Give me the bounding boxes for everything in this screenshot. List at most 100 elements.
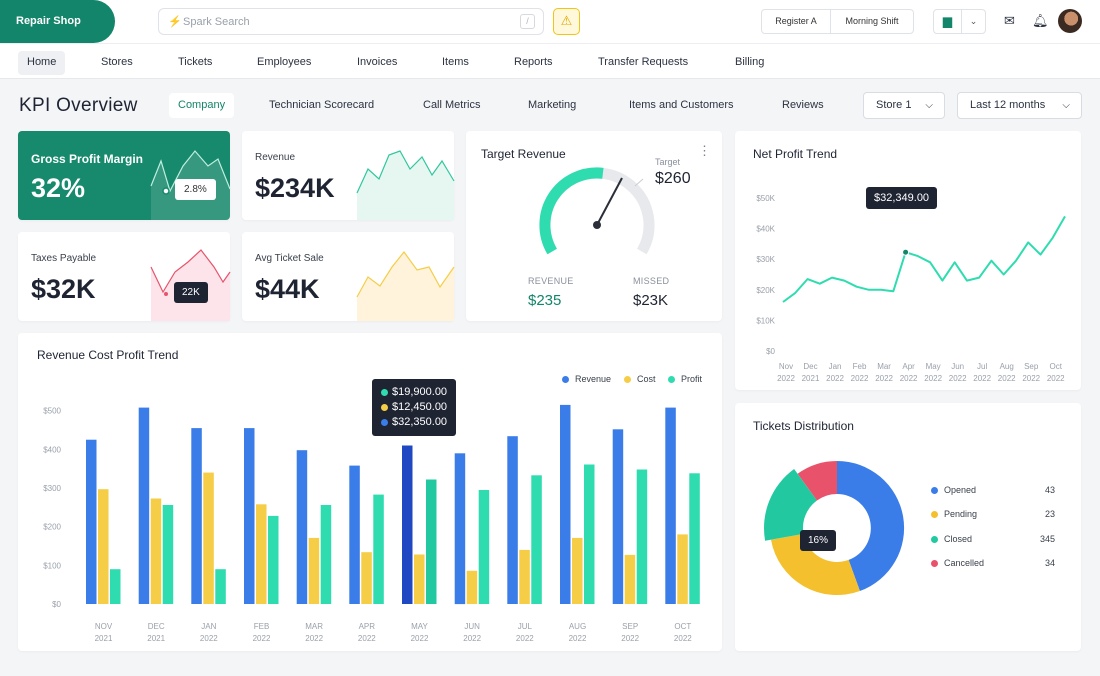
kpi-card-avg-ticket[interactable]: Avg Ticket Sale $44K [242,232,455,321]
legend-dot [668,376,675,384]
kpi-label: Revenue [255,152,296,163]
x-tick-label: May [926,362,941,371]
tab-call-metrics[interactable]: Call Metrics [423,99,481,111]
x-tick-label: Jan [829,362,842,371]
bar-cost [308,537,320,604]
warning-icon[interactable]: ⚠ [553,8,580,35]
x-tick-label: SEP [622,622,638,631]
revenue-cost-profit-chart: $0 $100 $200 $300 $400 $500 NOV 2021 DEC 2021 JAN 2… [43,404,700,643]
nav-items[interactable]: Items [442,56,469,68]
nav-billing[interactable]: Billing [735,56,765,68]
legend-profit[interactable]: Profit [668,374,702,384]
inbox-icon[interactable]: ✉ [1004,13,1015,28]
bar-cost [98,489,109,604]
nav-stores[interactable]: Stores [101,56,133,68]
tooltip-row-profit: $32,350.00 [381,415,447,430]
x-tick-year: 2022 [358,634,376,643]
tab-marketing[interactable]: Marketing [528,99,577,111]
target-label: Target [655,157,681,167]
net-profit-line [782,215,1066,303]
kpi-value: $32K [31,274,96,304]
x-tick-year: 2022 [900,374,918,383]
tooltip-value: $12,450.00 [392,401,448,413]
bar-profit [426,479,437,604]
x-tick-label: Mar [877,362,891,371]
main-nav: Home Stores Tickets Employees Invoices I… [0,43,1100,79]
avatar[interactable] [1058,9,1082,33]
avg-ticket-sparkline [356,251,455,321]
y-tick-label: $300 [43,484,61,493]
revenue-gauge [539,167,655,255]
card-title: Tickets Distribution [753,419,854,433]
x-tick-year: 2022 [851,374,869,383]
legend-closed[interactable]: Closed 345 [931,534,1055,544]
legend-revenue[interactable]: Revenue [562,374,611,384]
revenue-cost-profit-card: Revenue Cost Profit Trend Revenue Cost P… [18,333,722,651]
nav-reports[interactable]: Reports [514,56,553,68]
register-shift-selector[interactable]: Register A Morning Shift [761,9,914,34]
bar-cost [150,498,162,604]
more-icon[interactable]: ⋮ [698,143,711,158]
target-value: $260 [655,170,691,187]
bar-revenue [138,407,150,604]
bar-profit [268,515,279,604]
bar-revenue [507,436,518,604]
x-tick-label: Sep [1024,362,1039,371]
gross-margin-tooltip: 2.8% [175,179,216,200]
legend-pending[interactable]: Pending 23 [931,509,1055,519]
pie-tooltip: 16% [800,530,837,551]
y-tick-label: $0 [766,347,775,356]
x-tick-label: Jul [977,362,987,371]
store-filter[interactable]: Store 1 ⌵ [863,92,945,119]
tab-reviews[interactable]: Reviews [782,99,824,111]
nav-tickets[interactable]: Tickets [178,56,213,68]
nav-home[interactable]: Home [18,51,66,75]
bell-icon[interactable]: 🔔︎ [1032,13,1049,28]
legend-cancelled[interactable]: Cancelled 34 [931,558,1055,568]
register-button[interactable]: Register A [762,10,831,33]
legend-dot [931,487,938,495]
tab-company[interactable]: Company [169,93,235,118]
period-filter[interactable]: Last 12 months ⌵ [957,92,1082,119]
shift-button[interactable]: Morning Shift [845,16,899,26]
kpi-card-gross-margin[interactable]: Gross Profit Margin 32% 2.8% [18,131,231,220]
y-tick-label: $40K [756,225,775,234]
revenue-sparkline [356,150,455,220]
tickets-pie-chart [763,460,905,596]
tab-technician-scorecard[interactable]: Technician Scorecard [269,99,375,111]
sparkline-area [357,151,454,220]
brand-logo[interactable]: Repair Shop [0,0,115,43]
sparkline-marker [162,187,170,195]
sparkline-line [150,249,231,294]
search-box[interactable]: ⚡ Spark Search / [158,8,544,35]
bar-cost [624,554,636,604]
x-tick-year: 2022 [411,634,429,643]
bar-profit [478,490,490,604]
search-input[interactable]: Spark Search [183,16,250,28]
x-tick-label: MAY [411,622,428,631]
bar-profit [636,469,648,604]
x-tick-year: 2022 [924,374,942,383]
legend-opened[interactable]: Opened 43 [931,485,1055,495]
bar-revenue [665,407,676,604]
x-tick-year: 2022 [826,374,844,383]
bar-profit [162,505,174,604]
nav-invoices[interactable]: Invoices [357,56,398,68]
legend-label: Cancelled [944,558,985,568]
net-profit-chart: $0 $10K $20K $30K $40K $50K Nov 2022 Dec 2021 Jan 2… [756,194,1066,383]
nav-transfer-requests[interactable]: Transfer Requests [598,56,689,68]
x-tick-year: 2021 [95,634,113,643]
legend-cost[interactable]: Cost [624,374,656,384]
kpi-value: 32% [31,173,86,203]
x-tick-label: JUL [518,622,533,631]
x-tick-year: 2022 [674,634,692,643]
kpi-card-revenue[interactable]: Revenue $234K [242,131,455,220]
sparkline-line [356,251,455,298]
store-switcher[interactable]: ▆ ⌄ [933,9,986,34]
tooltip-row-cost: $12,450.00 [381,400,447,415]
store-icon: ▆ [934,10,962,33]
tooltip-dot [381,418,388,426]
nav-employees[interactable]: Employees [257,56,312,68]
kpi-card-taxes[interactable]: Taxes Payable $32K 22K [18,232,231,321]
tab-items-and-customers[interactable]: Items and Customers [629,99,734,111]
